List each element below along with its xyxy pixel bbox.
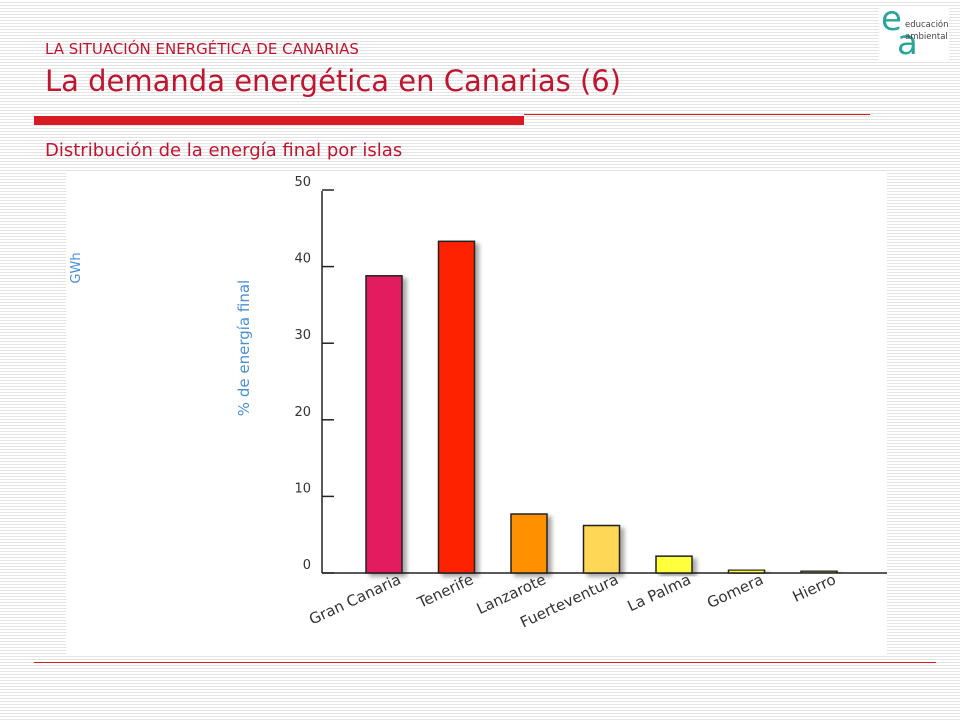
y-tick-label: 0	[303, 558, 311, 573]
logo-text-ambiental: ambiental	[905, 32, 948, 42]
bar-hierro	[800, 570, 838, 574]
x-labels: Gran Canaria TenerifeLanzaroteFuerteventu…	[306, 570, 838, 631]
slide-title: La demanda energética en Canarias (6)	[45, 64, 622, 98]
y-tick-label: 40	[294, 252, 311, 267]
unit-label: GWh	[69, 252, 84, 283]
title-underline-bar	[34, 116, 524, 125]
x-tick-label: Hierro	[790, 570, 839, 606]
y-axis-label: % de energía final	[235, 280, 253, 416]
y-ticks: 0 10 20 30 40 50	[294, 175, 334, 574]
x-tick-label: Gran Canaria	[306, 570, 403, 628]
bar-lanzarote	[510, 513, 548, 574]
y-tick-label: 50	[294, 175, 311, 190]
bar-chart: GWh % de energía final 0 10 20 30 40 50 Gran …	[69, 175, 887, 632]
x-tick-label: La Palma	[625, 570, 694, 615]
logo-letter-e: e	[881, 0, 902, 39]
bottom-rule	[34, 662, 936, 663]
bar-la-palma	[655, 555, 693, 574]
bars	[365, 240, 838, 574]
logo-text-educacion: educación	[905, 20, 949, 30]
x-tick-label: Tenerife	[414, 570, 476, 612]
logo-letter-a: a	[897, 23, 918, 63]
slide-subtitle: Distribución de la energía final por isl…	[45, 140, 403, 161]
educacion-ambiental-logo: e a educación ambiental	[879, 2, 949, 63]
slide-eyebrow: LA SITUACIÓN ENERGÉTICA DE CANARIAS	[45, 40, 359, 58]
title-underline-rule	[524, 114, 870, 115]
y-tick-label: 20	[294, 405, 311, 420]
x-tick-label: Gomera	[704, 570, 766, 612]
y-tick-label: 30	[294, 328, 311, 343]
bar-gran-canaria	[365, 275, 403, 574]
bar-gomera	[727, 569, 766, 574]
bar-fuerteventura	[582, 524, 621, 574]
chart-area: GWh % de energía final 0 10 20 30 40 50 Gran …	[66, 173, 887, 656]
bar-tenerife	[437, 240, 476, 574]
y-tick-label: 10	[294, 481, 311, 496]
